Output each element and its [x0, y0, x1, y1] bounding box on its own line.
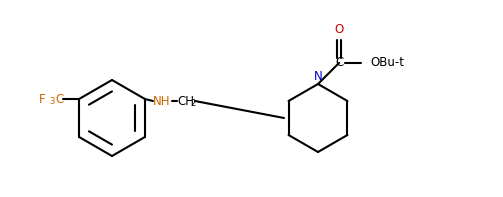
- Text: N: N: [314, 70, 322, 83]
- Text: OBu-t: OBu-t: [370, 56, 404, 69]
- Text: 2: 2: [190, 99, 195, 108]
- Text: F: F: [38, 93, 45, 106]
- Text: CH: CH: [177, 95, 194, 108]
- Text: C: C: [335, 56, 344, 69]
- Text: C: C: [55, 93, 63, 106]
- Text: NH: NH: [153, 95, 171, 108]
- Text: O: O: [334, 23, 344, 36]
- Text: 3: 3: [49, 97, 54, 106]
